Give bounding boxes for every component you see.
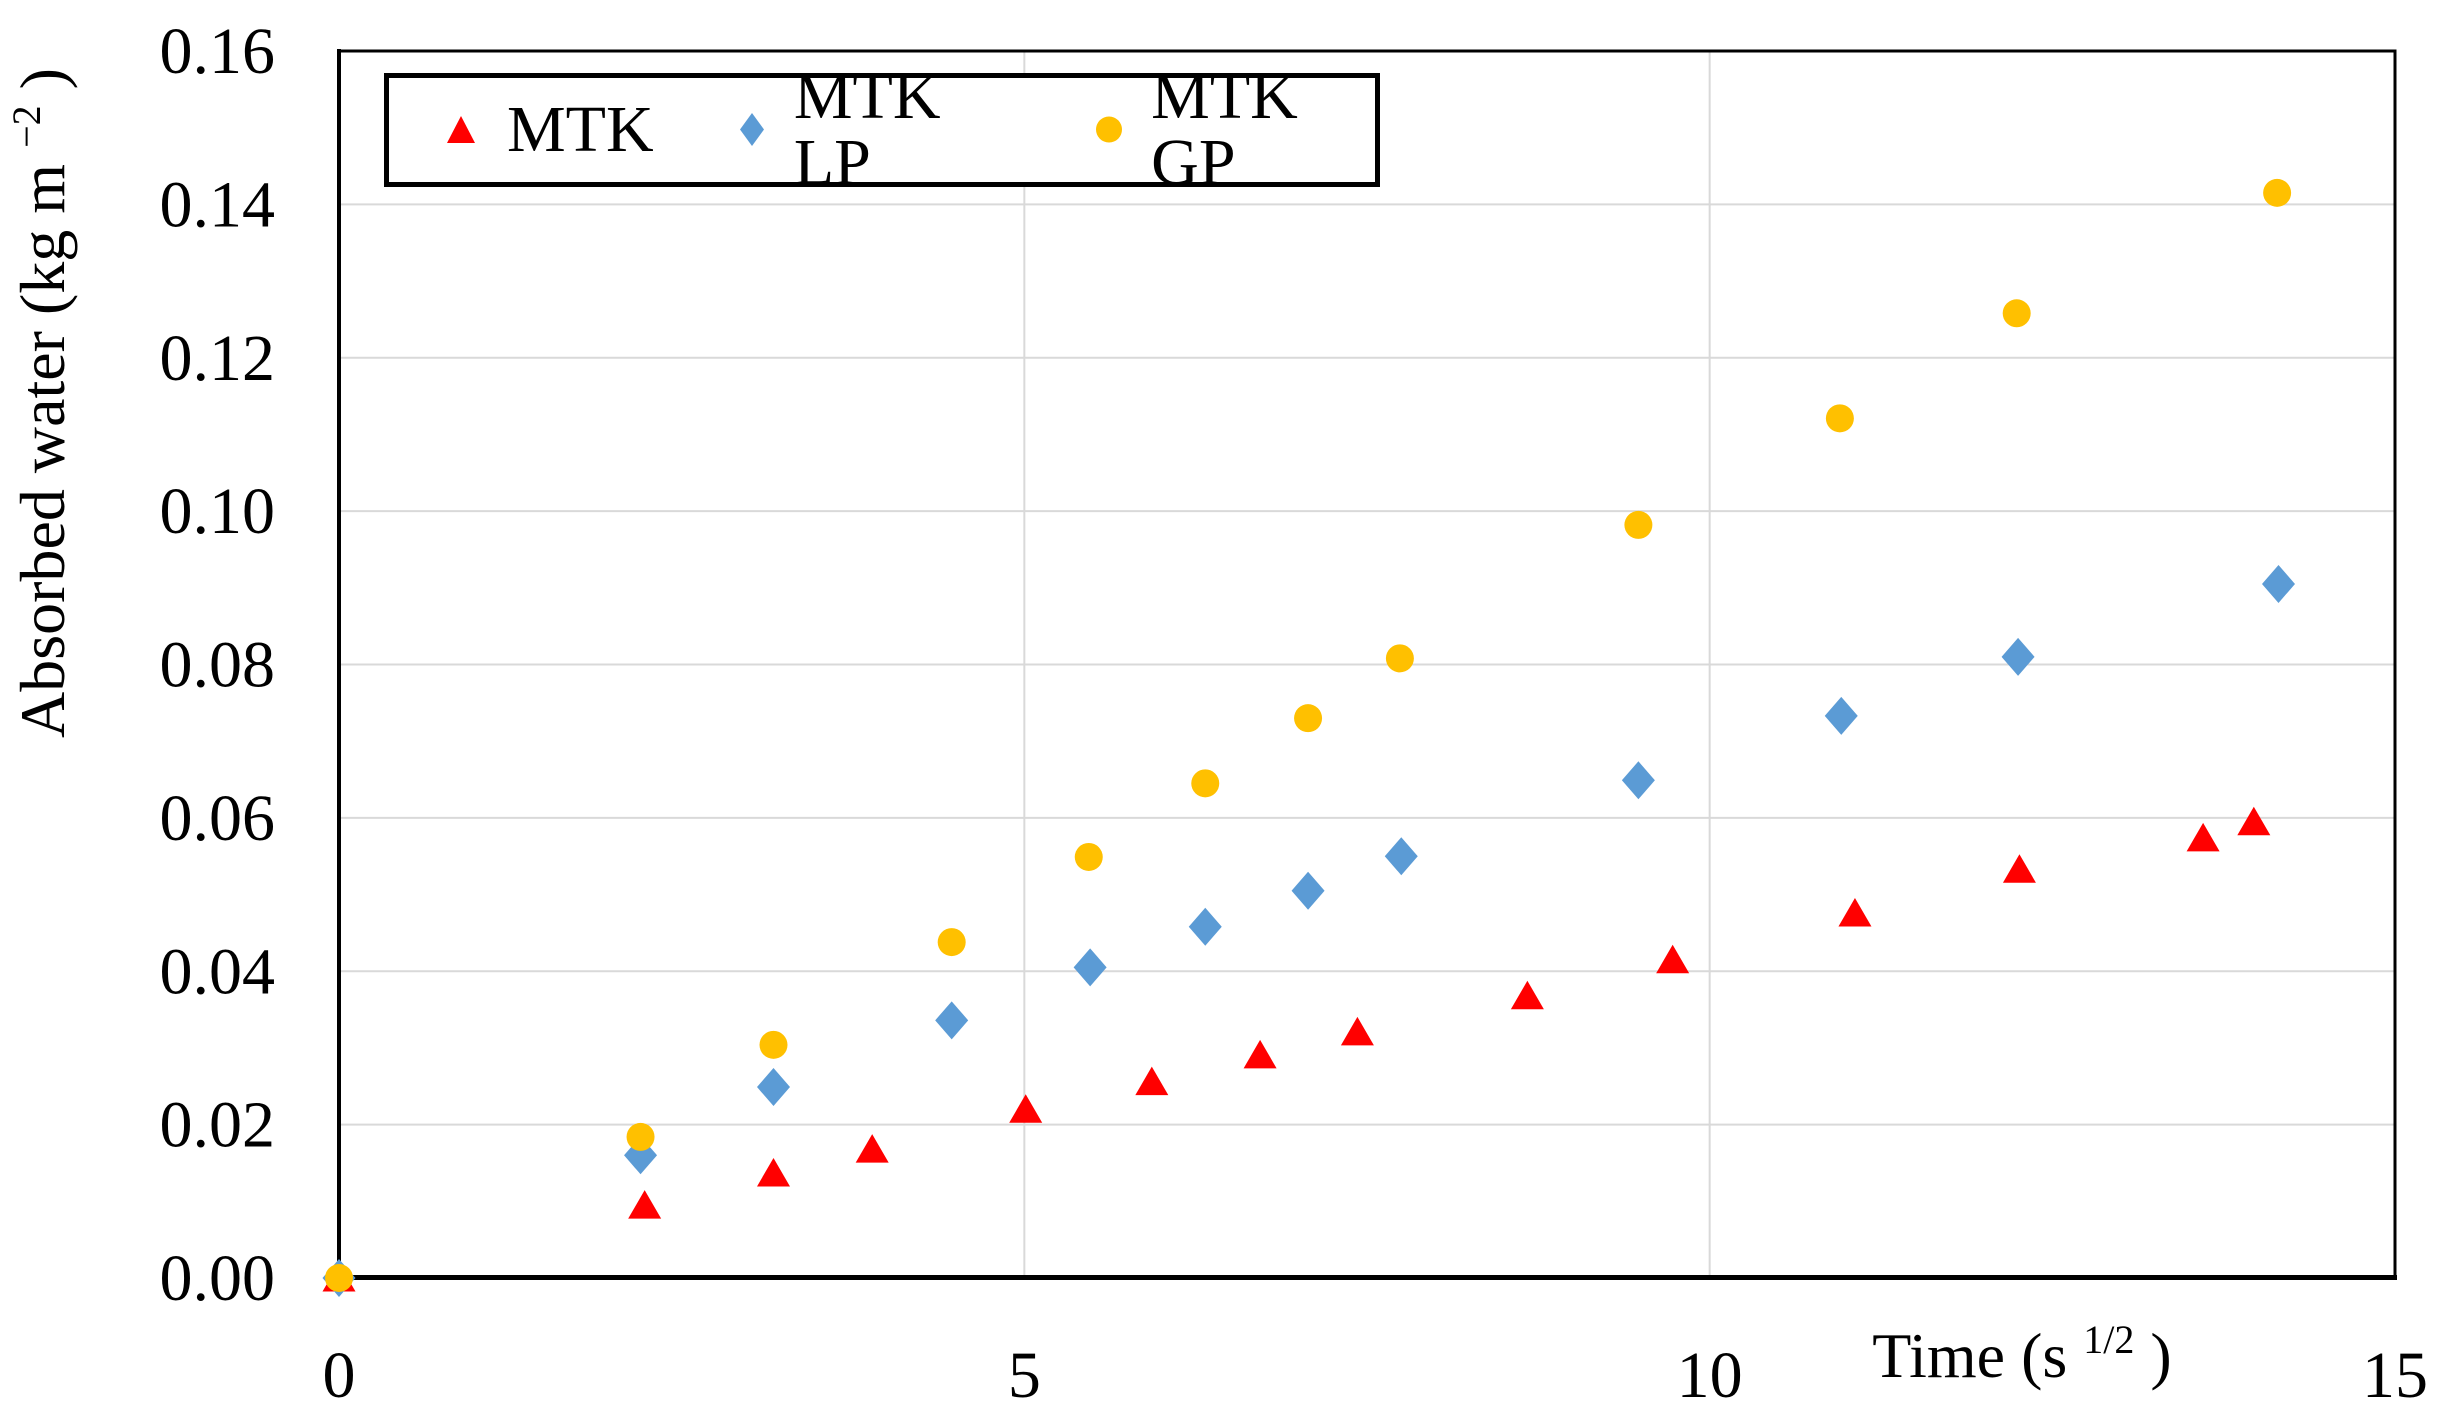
series-mtk-gp <box>325 178 2292 1292</box>
y-axis-title-text: Absorbed water (kg m <box>7 164 78 738</box>
data-point-diamond <box>757 1068 791 1107</box>
legend-label-mtk-lp: MTK LP <box>793 60 941 199</box>
legend-label-mtk-gp: MTK GP <box>1151 60 1298 199</box>
data-point-diamond <box>1073 948 1107 987</box>
data-points-layer <box>322 178 2295 1297</box>
data-point-triangle <box>2186 822 2220 852</box>
x-tick-label: 15 <box>2362 1339 2428 1412</box>
y-tick-label: 0.08 <box>160 629 276 702</box>
data-point-diamond <box>1824 696 1858 735</box>
data-point-circle <box>1294 704 1323 733</box>
legend-label-mtk: MTK <box>507 93 654 166</box>
x-axis-title-text: Time (s <box>1872 1320 2067 1391</box>
data-point-circle <box>2263 178 2292 207</box>
data-point-circle <box>937 928 966 957</box>
diamond-marker-icon <box>739 113 764 146</box>
circle-marker-icon <box>1095 116 1122 143</box>
data-point-triangle <box>1656 944 1690 974</box>
data-point-triangle <box>1135 1066 1169 1096</box>
data-point-triangle <box>1009 1094 1043 1123</box>
data-point-diamond <box>1384 837 1418 876</box>
y-tick-label: 0.02 <box>160 1089 276 1162</box>
x-axis-title-close: ) <box>2150 1320 2171 1391</box>
data-point-circle <box>2002 299 2031 328</box>
data-point-circle <box>1074 842 1103 871</box>
x-axis-title: Time (s 1/2 ) <box>1872 1296 2171 1391</box>
gridlines <box>339 51 2395 1278</box>
x-axis-title-superscript: 1/2 <box>2083 1317 2134 1362</box>
data-point-circle <box>1624 510 1653 539</box>
series-mtk-lp <box>322 564 2295 1297</box>
data-point-triangle <box>1340 1016 1374 1046</box>
y-tick-labels: 0.00 0.02 0.04 0.06 0.08 0.10 0.12 0.14 0.16 <box>160 15 276 1315</box>
data-point-triangle <box>1838 897 1872 927</box>
data-point-circle <box>1825 404 1854 433</box>
y-axis-title-close: ) <box>7 68 78 89</box>
legend-entry-mtk-gp: MTK GP <box>1089 64 1375 196</box>
data-point-triangle <box>1510 980 1544 1010</box>
x-tick-label: 0 <box>323 1339 356 1412</box>
data-point-circle <box>1191 769 1220 798</box>
data-point-triangle <box>628 1190 662 1219</box>
data-point-diamond <box>2001 637 2035 676</box>
y-axis-title-superscript: −2 <box>4 105 49 148</box>
data-point-triangle <box>2002 854 2036 883</box>
legend-entry-mtk: MTK <box>441 97 654 163</box>
y-tick-label: 0.00 <box>160 1242 276 1315</box>
y-tick-label: 0.14 <box>160 168 276 241</box>
legend: MTK MTK LP MTK GP <box>384 64 1380 196</box>
data-point-circle <box>325 1264 353 1292</box>
y-tick-label: 0.10 <box>160 475 276 548</box>
series-mtk <box>322 806 2271 1292</box>
legend-entry-mtk-lp: MTK LP <box>732 64 1011 196</box>
y-tick-label: 0.06 <box>160 782 276 855</box>
data-point-circle <box>1385 644 1414 673</box>
data-point-diamond <box>2261 564 2295 603</box>
data-point-triangle <box>855 1134 889 1163</box>
x-tick-labels: 0 5 10 15 <box>323 1339 2429 1412</box>
data-point-diamond <box>1291 871 1325 910</box>
data-point-circle <box>626 1122 655 1151</box>
data-point-triangle <box>2237 806 2271 836</box>
y-tick-label: 0.16 <box>160 15 276 88</box>
data-point-triangle <box>1243 1039 1277 1069</box>
x-tick-label: 5 <box>1008 1339 1041 1412</box>
data-point-diamond <box>935 1001 969 1040</box>
data-point-diamond <box>1188 907 1222 946</box>
x-tick-label: 10 <box>1677 1339 1743 1412</box>
data-point-diamond <box>1621 761 1655 800</box>
data-point-circle <box>759 1030 788 1059</box>
triangle-marker-icon <box>447 116 475 143</box>
data-point-triangle <box>757 1157 791 1187</box>
y-tick-label: 0.04 <box>160 935 276 1008</box>
y-tick-label: 0.12 <box>160 322 276 395</box>
y-axis-title: Absorbed water (kg m −2 ) <box>0 68 78 738</box>
